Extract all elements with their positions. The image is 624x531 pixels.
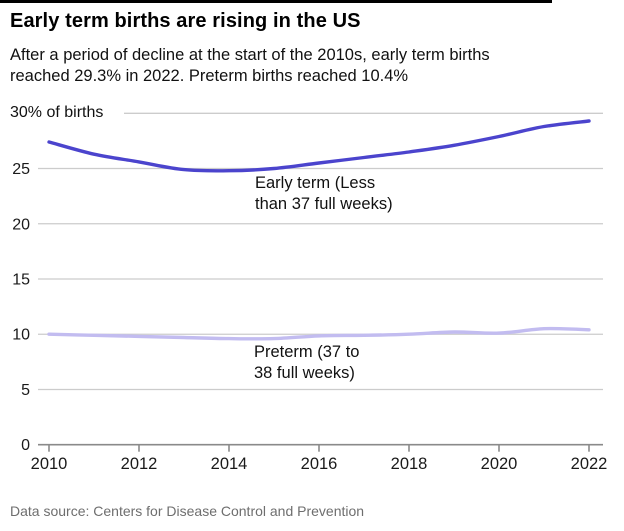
x-tick-label: 2016	[301, 455, 338, 473]
chart-subtitle: After a period of decline at the start o…	[10, 46, 490, 85]
y-tick-label: 10	[12, 327, 30, 344]
data-source-note: Data source: Centers for Disease Control…	[10, 503, 365, 519]
page-title: Early term births are rising in the US	[10, 10, 361, 32]
x-tick-label: 2020	[481, 455, 518, 473]
x-tick-label: 2010	[31, 455, 68, 473]
y-tick-label: 5	[21, 382, 30, 399]
x-tick-label: 2014	[211, 455, 248, 473]
y-tick-label: 25	[12, 161, 30, 178]
x-tick-label: 2022	[571, 455, 608, 473]
x-tick-label: 2012	[121, 455, 158, 473]
series-label-early-term: Early term (Less than 37 full weeks)	[255, 174, 393, 213]
x-tick-label: 2018	[391, 455, 428, 473]
series-label-preterm: Preterm (37 to 38 full weeks)	[254, 343, 360, 382]
data-line-preterm	[47, 326, 591, 341]
y-tick-label: 15	[12, 271, 30, 288]
y-tick-label: 20	[12, 216, 30, 233]
y-tick-label: 0	[21, 437, 30, 454]
top-accent-bar	[0, 0, 552, 3]
y-axis-top-label: 30% of births	[10, 104, 104, 122]
line-chart-canvas: 0 5 10 15 20 25 2010 2012 2014 2016 2018 2020 2022	[12, 112, 608, 473]
data-line-early	[47, 119, 591, 173]
